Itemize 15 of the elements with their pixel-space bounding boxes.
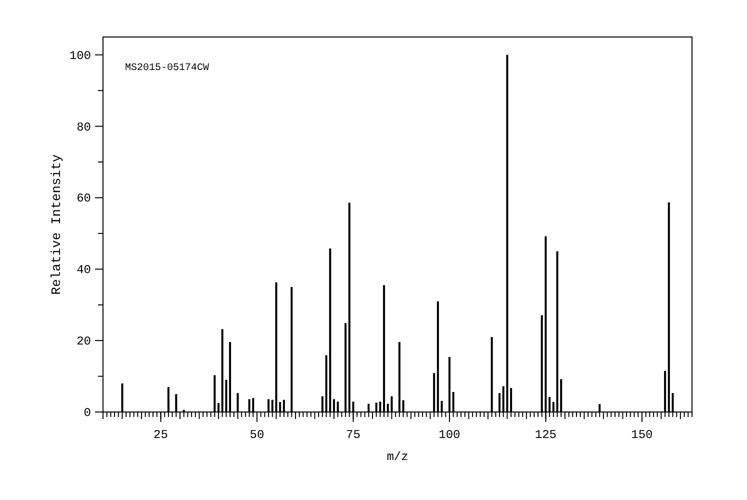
annotation: MS2015-05174CW (125, 63, 210, 74)
x-tick-label: 75 (346, 428, 360, 442)
y-tick-label: 20 (76, 334, 91, 349)
y-tick-label: 0 (84, 406, 91, 420)
y-tick-label: 100 (69, 48, 91, 63)
x-tick-label: 25 (154, 428, 168, 442)
x-tick-label: 50 (250, 428, 264, 442)
x-tick-label: 100 (438, 428, 460, 442)
y-axis-title: Relative Intensity (49, 154, 64, 295)
y-tick-label: 60 (76, 192, 91, 206)
x-axis-title: m/z (386, 450, 408, 464)
y-tick-label: 80 (76, 120, 91, 134)
y-tick-label: 40 (76, 263, 91, 278)
x-tick-label: 125 (534, 428, 557, 442)
x-tick-label: 150 (631, 428, 653, 442)
